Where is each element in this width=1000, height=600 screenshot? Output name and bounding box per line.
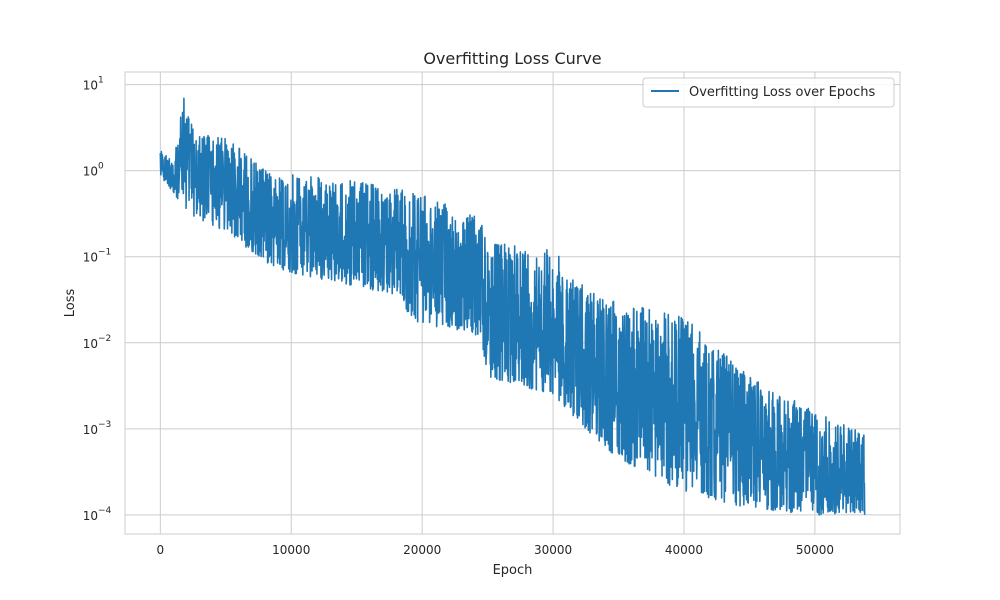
legend-label: Overfitting Loss over Epochs (689, 85, 875, 100)
y-tick-label: 10 −3 (83, 420, 112, 437)
legend-box (642, 77, 895, 108)
y-axis-title: Loss (63, 289, 78, 318)
x-tick-label: 20000 (403, 543, 441, 557)
series-layer (159, 97, 866, 516)
x-tick-label: 40000 (665, 543, 703, 557)
y-tick-label: 10 −4 (83, 506, 112, 523)
x-tick-label: 30000 (534, 543, 572, 557)
x-axis-title: Epoch (493, 563, 533, 578)
x-tick-label: 0 (157, 543, 165, 557)
y-tick-exponent: 0 (98, 162, 104, 172)
y-tick-base: 10 (83, 79, 98, 93)
y-tick-base: 10 (83, 251, 98, 265)
loss-series-line (159, 97, 866, 516)
plot-frame (124, 71, 901, 535)
y-tick-exponent: −2 (98, 334, 111, 344)
y-tick-base: 10 (83, 165, 98, 179)
x-tick-label: 50000 (796, 543, 834, 557)
y-tick-exponent: −1 (98, 248, 111, 258)
x-axis-ticks: 0 10000 20000 30000 40000 50000 (157, 543, 834, 557)
y-tick-label: 10 1 (83, 76, 104, 93)
y-tick-label: 10 −2 (83, 334, 112, 351)
legend: Overfitting Loss over Epochs (642, 77, 895, 108)
chart-title: Overfitting Loss Curve (423, 49, 601, 68)
y-tick-base: 10 (83, 423, 98, 437)
y-tick-base: 10 (83, 509, 98, 523)
y-tick-exponent: −4 (98, 506, 112, 516)
y-tick-exponent: 1 (98, 76, 104, 86)
y-tick-label: 10 −1 (83, 248, 112, 265)
y-tick-label: 10 0 (83, 162, 104, 179)
y-tick-exponent: −3 (98, 420, 111, 430)
y-tick-base: 10 (83, 337, 98, 351)
x-tick-label: 10000 (272, 543, 310, 557)
